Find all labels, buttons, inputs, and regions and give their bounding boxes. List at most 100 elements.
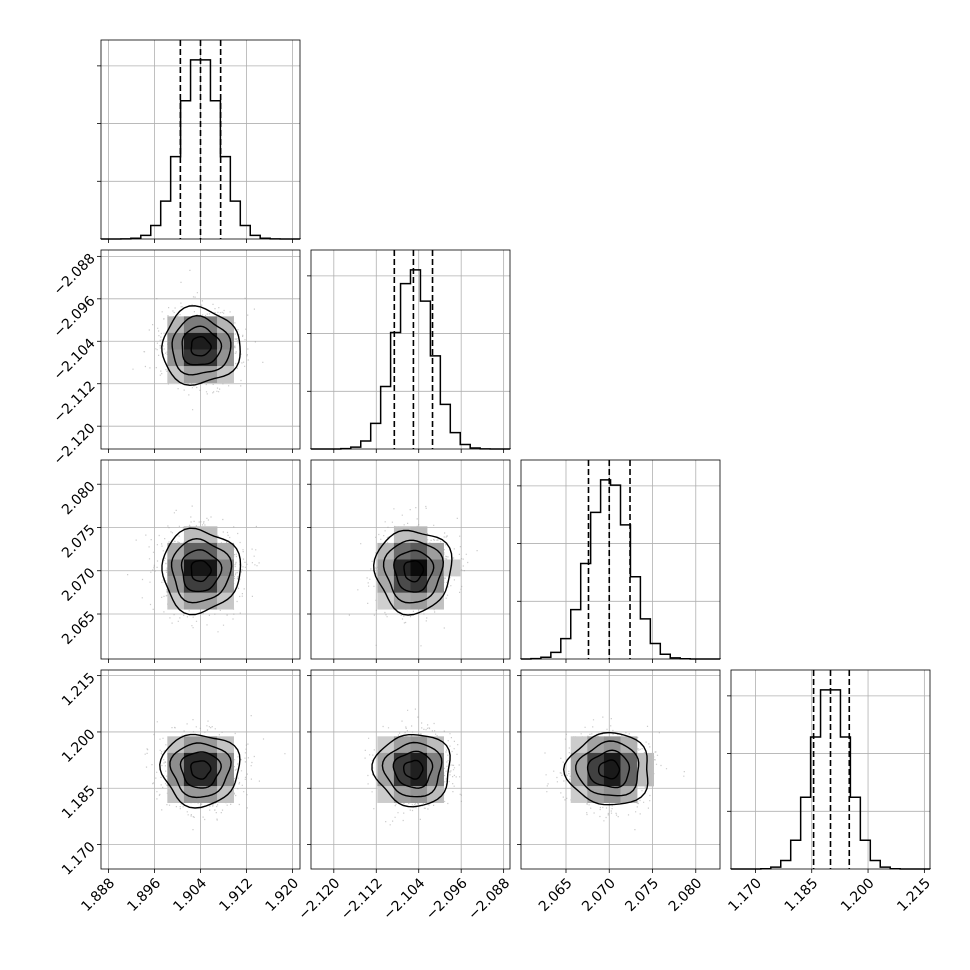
panel-frame — [520, 459, 721, 660]
y-tick-label: 2.080 — [59, 479, 99, 519]
density-cell — [410, 526, 428, 544]
y-tick-label: 1.200 — [59, 726, 99, 766]
panel-content — [101, 670, 300, 869]
x-tick-label: 1.896 — [124, 875, 164, 915]
density-cell — [603, 786, 621, 803]
x-tick-label: 1.200 — [838, 875, 878, 915]
density-cell — [603, 752, 621, 770]
y-tick-label: 1.170 — [59, 839, 99, 879]
y-tick-label: 2.070 — [59, 565, 99, 605]
scatter-panel-2-0 — [97, 459, 301, 663]
x-tick-label: 1.912 — [216, 875, 256, 915]
contour-line — [598, 759, 621, 780]
x-tick-label: 1.920 — [262, 875, 302, 915]
contour-line — [161, 305, 241, 387]
contour-line — [181, 325, 223, 366]
density-cell — [200, 349, 218, 367]
density-cell — [200, 542, 218, 560]
contour-line — [190, 335, 212, 357]
density-cell — [637, 769, 654, 787]
contour-line — [382, 539, 445, 604]
y-tick-label: 1.185 — [59, 783, 99, 823]
density-cell — [167, 349, 185, 367]
density-cell — [183, 736, 201, 754]
density-cell — [217, 366, 234, 383]
histogram-step — [311, 269, 511, 450]
density-cell — [183, 769, 201, 787]
density-cell — [393, 559, 411, 577]
y-tick-label: −2.096 — [51, 293, 99, 341]
contour-line — [180, 549, 223, 593]
contour-line — [575, 740, 640, 797]
contour-line — [403, 759, 424, 780]
panel-frame — [520, 669, 721, 870]
contour-line — [161, 527, 242, 616]
x-tick-label: 2.070 — [579, 875, 619, 915]
density-cell — [167, 366, 185, 383]
density-cell — [427, 576, 444, 593]
diag-panel-2 — [517, 459, 721, 663]
density-cell — [377, 736, 395, 754]
histogram-step — [520, 479, 720, 660]
x-tick-label: −2.088 — [465, 875, 513, 923]
density-cell — [217, 736, 234, 754]
density-cell — [427, 559, 444, 577]
y-tick-label: −2.120 — [51, 421, 99, 469]
density-cell — [200, 786, 218, 803]
y-tick-label: −2.104 — [51, 336, 99, 384]
contour-line — [562, 731, 649, 806]
density-cell — [183, 752, 201, 770]
density-cell — [410, 736, 428, 754]
density-cell — [427, 592, 444, 610]
density-cell — [587, 736, 605, 754]
panel-frame — [310, 669, 511, 870]
density-cell — [570, 736, 588, 754]
x-tick-label: 1.904 — [170, 875, 210, 915]
density-cell — [183, 559, 201, 577]
density-cell — [427, 769, 444, 787]
panel-content — [101, 250, 300, 449]
panel-content — [311, 460, 510, 659]
density-cell — [200, 559, 218, 577]
x-tick-label: −2.096 — [423, 875, 471, 923]
contour-line — [159, 733, 241, 809]
density-cell — [393, 769, 411, 787]
panel-content — [311, 670, 510, 869]
y-tick-label: 2.065 — [59, 608, 99, 648]
y-tick-label: −2.088 — [51, 251, 99, 299]
density-cell — [637, 752, 654, 770]
density-cell — [587, 786, 605, 803]
contour-line — [190, 760, 212, 780]
density-cell — [603, 769, 621, 787]
density-cell — [183, 786, 201, 803]
density-cell — [167, 592, 185, 610]
scatter-panel-3-0 — [97, 669, 301, 873]
density-cell — [200, 752, 218, 770]
density-cell — [620, 736, 638, 754]
density-cell — [183, 592, 201, 610]
x-tick-label: 1.170 — [725, 875, 765, 915]
contour-line — [171, 314, 232, 376]
scatter-panel-1-0 — [97, 249, 301, 453]
contour-line — [381, 741, 443, 798]
contour-line — [190, 559, 212, 583]
contour-line — [403, 560, 425, 583]
density-cell — [217, 542, 234, 560]
contour-line — [392, 750, 434, 789]
contour-line — [393, 549, 435, 593]
density-cell — [377, 786, 395, 803]
panel-content — [521, 670, 720, 869]
contour-line — [371, 734, 451, 808]
panel-content — [101, 460, 300, 659]
density-cell — [443, 559, 461, 577]
contour-line — [586, 749, 631, 789]
y-tick-label: 1.215 — [59, 670, 99, 710]
density-cell — [410, 786, 428, 803]
density-cell — [167, 736, 185, 754]
scatter-panel-3-2 — [517, 669, 721, 873]
contour-line — [169, 742, 232, 799]
y-tick-label: 2.075 — [59, 522, 99, 562]
x-tick-label: 2.065 — [536, 875, 576, 915]
density-cell — [183, 316, 201, 334]
